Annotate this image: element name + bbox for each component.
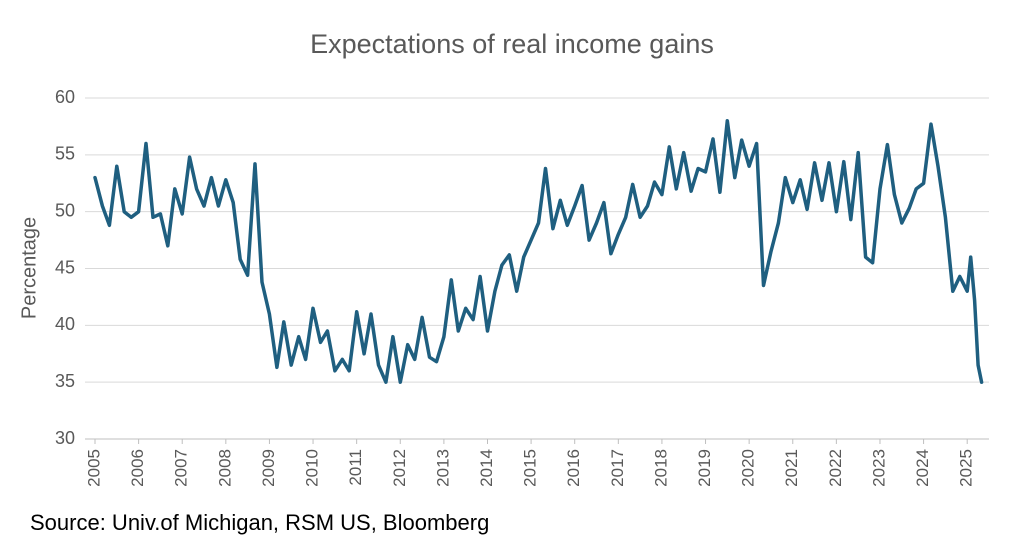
x-tick-label: 2017 bbox=[608, 449, 627, 487]
x-tick-label: 2021 bbox=[782, 449, 801, 487]
x-tick-label: 2009 bbox=[259, 449, 278, 487]
y-tick-label: 40 bbox=[55, 314, 75, 334]
x-tick-label: 2007 bbox=[172, 449, 191, 487]
chart-title: Expectations of real income gains bbox=[310, 29, 714, 59]
x-tick-label: 2011 bbox=[346, 449, 365, 486]
x-tick-label: 2006 bbox=[128, 449, 147, 487]
data-line bbox=[93, 118, 984, 384]
x-tick-label: 2020 bbox=[739, 449, 758, 487]
y-tick-label: 35 bbox=[55, 371, 75, 391]
x-tick-label: 2008 bbox=[215, 449, 234, 487]
x-tick-label: 2019 bbox=[695, 449, 714, 487]
x-tick-label: 2025 bbox=[957, 449, 976, 487]
x-tick-label: 2018 bbox=[651, 449, 670, 487]
y-tick-label: 45 bbox=[55, 257, 75, 277]
y-tick-label: 50 bbox=[55, 200, 75, 220]
x-tick-label: 2023 bbox=[869, 449, 888, 487]
x-tick-label: 2012 bbox=[390, 449, 409, 487]
x-tick-label: 2010 bbox=[303, 449, 322, 487]
x-tick-label: 2013 bbox=[433, 449, 452, 487]
y-axis-label: Percentage bbox=[18, 217, 40, 319]
y-tick-label: 30 bbox=[55, 428, 75, 448]
source-note: Source: Univ.of Michigan, RSM US, Bloomb… bbox=[30, 510, 489, 535]
x-tick-label: 2005 bbox=[84, 449, 103, 487]
x-tick-label: 2014 bbox=[477, 449, 496, 487]
x-tick-label: 2022 bbox=[826, 449, 845, 487]
x-tick-label: 2024 bbox=[913, 449, 932, 487]
x-tick-label: 2016 bbox=[564, 449, 583, 487]
y-tick-label: 60 bbox=[55, 87, 75, 107]
y-tick-label: 55 bbox=[55, 144, 75, 164]
x-tick-label: 2015 bbox=[521, 449, 540, 487]
